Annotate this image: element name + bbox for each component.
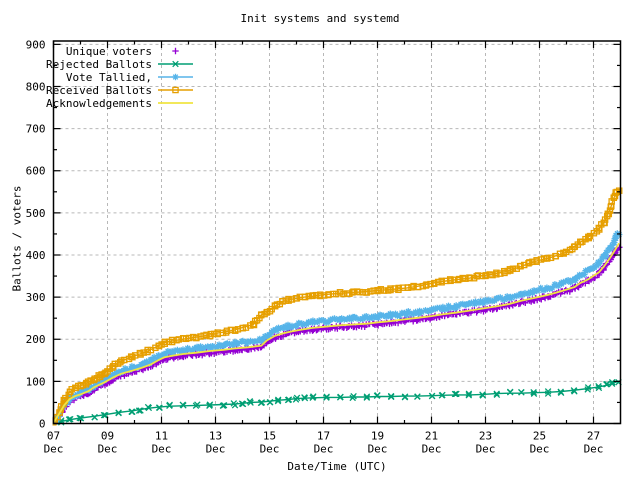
x-tick-label-day: 17 — [317, 430, 330, 443]
series-acknowledgements — [52, 242, 620, 424]
legend-item-received-ballots: Received Ballots — [46, 84, 193, 97]
y-tick-label: 800 — [26, 80, 46, 93]
legend-marker — [172, 47, 179, 55]
x-tick-label-day: 11 — [155, 430, 168, 443]
x-tick-label-day: 13 — [209, 430, 222, 443]
series-unique-voters — [52, 244, 623, 426]
legend-label: Acknowledgements — [46, 97, 152, 110]
x-tick-label-month: Dec — [260, 443, 280, 456]
y-tick-label: 900 — [26, 38, 46, 51]
x-tick-label-month: Dec — [476, 443, 496, 456]
legend-item-rejected-ballots: Rejected Ballots — [46, 58, 193, 71]
tick-labels: 010020030040050060070080090007Dec09Dec11… — [26, 38, 604, 455]
x-tick-label-day: 19 — [371, 430, 384, 443]
x-tick-label-month: Dec — [584, 443, 604, 456]
tick-marks — [52, 41, 621, 425]
x-tick-label-day: 23 — [479, 430, 492, 443]
x-tick-label-day: 07 — [47, 430, 60, 443]
x-tick-label-month: Dec — [44, 443, 64, 456]
legend-marker — [172, 60, 179, 68]
axes-border — [52, 40, 622, 425]
x-tick-label-month: Dec — [422, 443, 442, 456]
legend-marker — [172, 86, 179, 94]
x-tick-label-day: 15 — [263, 430, 276, 443]
x-tick-label-month: Dec — [530, 443, 550, 456]
y-tick-label: 300 — [26, 291, 46, 304]
legend-item-acknowledgements: Acknowledgements — [46, 97, 193, 110]
x-tick-label-month: Dec — [368, 443, 388, 456]
legend-label: Received Ballots — [46, 84, 152, 97]
x-tick-label-day: 27 — [587, 430, 600, 443]
chart-title: Init systems and systemd — [240, 12, 400, 25]
y-tick-label: 200 — [26, 333, 46, 346]
y-tick-label: 500 — [26, 207, 46, 220]
y-tick-label: 0 — [39, 418, 46, 431]
legend-item-unique-voters: Unique voters — [66, 45, 179, 58]
legend-label: Unique voters — [66, 45, 152, 58]
y-tick-label: 100 — [26, 375, 46, 388]
y-tick-label: 700 — [26, 123, 46, 136]
x-axis-label: Date/Time (UTC) — [287, 460, 387, 473]
series-rejected-ballots — [52, 378, 622, 426]
x-tick-label-month: Dec — [98, 443, 118, 456]
x-tick-label-day: 25 — [533, 430, 546, 443]
y-tick-label: 400 — [26, 249, 46, 262]
x-tick-label-day: 21 — [425, 430, 438, 443]
x-tick-label-day: 09 — [101, 430, 114, 443]
series-received-ballots — [52, 187, 623, 426]
legend-marker — [172, 73, 179, 81]
x-tick-label-month: Dec — [206, 443, 226, 456]
series-group — [52, 187, 623, 426]
legend-label: Vote Tallied, — [66, 71, 152, 84]
legend-item-vote-tallied: Vote Tallied, — [66, 71, 193, 84]
x-tick-label-month: Dec — [314, 443, 334, 456]
x-tick-label-month: Dec — [152, 443, 172, 456]
legend-label: Rejected Ballots — [46, 58, 152, 71]
y-tick-label: 600 — [26, 165, 46, 178]
series-vote-tallied — [52, 230, 623, 426]
